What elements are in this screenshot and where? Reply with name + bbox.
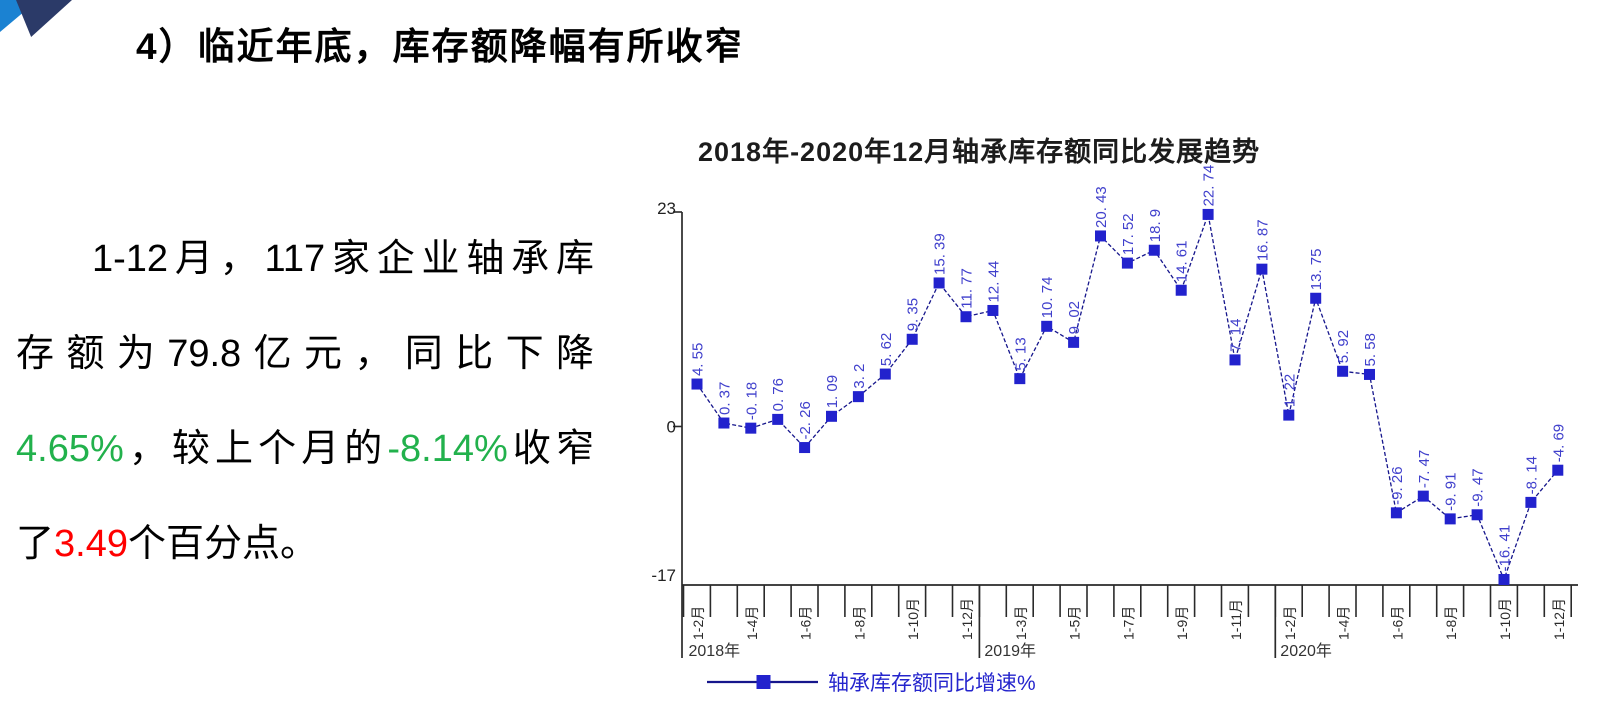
paragraph-line: 了3.49个百分点。: [16, 497, 594, 592]
svg-text:-9. 91: -9. 91: [1443, 473, 1460, 511]
svg-text:1-4月: 1-4月: [1336, 606, 1352, 640]
svg-text:1. 09: 1. 09: [824, 375, 841, 408]
legend-marker-icon: [756, 675, 771, 689]
svg-text:3. 2: 3. 2: [851, 364, 868, 389]
svg-text:1-7月: 1-7月: [1120, 606, 1136, 640]
logo-triangle-dark-icon: [16, 0, 72, 37]
svg-text:22. 74: 22. 74: [1201, 165, 1218, 207]
paragraph-line: 1-12月，117家企业轴承库: [16, 212, 594, 307]
legend: 轴承库存额同比增速%: [707, 672, 1036, 695]
svg-text:1-12月: 1-12月: [959, 598, 975, 640]
paragraph-text: 个百分点。: [127, 523, 318, 565]
svg-text:1. 22: 1. 22: [1281, 374, 1298, 407]
svg-text:1-6月: 1-6月: [798, 606, 814, 640]
svg-text:14. 61: 14. 61: [1174, 241, 1191, 283]
paragraph-text: 1-12月，117家企业轴承库: [92, 238, 594, 280]
svg-text:5. 13: 5. 13: [1012, 337, 1029, 370]
year-labels: 2018年 2019年 2020年: [689, 585, 1332, 660]
svg-text:1-6月: 1-6月: [1389, 606, 1405, 640]
svg-text:2019年: 2019年: [984, 642, 1036, 660]
svg-text:9. 02: 9. 02: [1066, 301, 1083, 334]
svg-text:-9. 26: -9. 26: [1389, 466, 1406, 504]
svg-text:9. 35: 9. 35: [905, 298, 922, 331]
svg-text:1-10月: 1-10月: [905, 598, 921, 640]
svg-text:10. 74: 10. 74: [1039, 277, 1056, 319]
legend-label: 轴承库存额同比增速%: [828, 672, 1036, 695]
svg-text:20. 43: 20. 43: [1093, 186, 1110, 228]
svg-text:16. 87: 16. 87: [1254, 219, 1271, 261]
svg-text:-7. 47: -7. 47: [1416, 450, 1433, 488]
svg-text:11. 77: 11. 77: [959, 268, 976, 309]
highlight-red-value: 3.49: [54, 523, 128, 565]
paragraph-text: 存额为79.8亿元，同比下降: [16, 333, 594, 375]
svg-text:1-3月: 1-3月: [1013, 606, 1029, 640]
svg-text:1-12月: 1-12月: [1551, 598, 1567, 640]
svg-text:12. 44: 12. 44: [985, 261, 1002, 303]
svg-text:18. 9: 18. 9: [1147, 209, 1164, 242]
svg-text:1-2月: 1-2月: [1282, 606, 1298, 640]
summary-paragraph: 1-12月，117家企业轴承库 存额为79.8亿元，同比下降 4.65%，较上个…: [16, 212, 594, 592]
y-axis-ticks: 23 0 -17: [651, 199, 682, 585]
svg-text:2020年: 2020年: [1280, 642, 1332, 660]
svg-text:-0. 18: -0. 18: [743, 382, 760, 420]
svg-text:-17: -17: [651, 566, 676, 585]
svg-text:13. 75: 13. 75: [1308, 249, 1325, 291]
chart-title: 2018年-2020年12月轴承库存额同比发展趋势: [698, 137, 1261, 167]
highlight-green-value: 4.65%: [16, 428, 124, 470]
svg-text:1-10月: 1-10月: [1497, 598, 1513, 640]
svg-text:1-8月: 1-8月: [851, 606, 867, 640]
svg-text:1-8月: 1-8月: [1443, 606, 1459, 640]
svg-text:0: 0: [667, 417, 676, 436]
svg-text:-9. 47: -9. 47: [1470, 468, 1487, 506]
svg-text:1-11月: 1-11月: [1228, 599, 1244, 640]
svg-text:15. 39: 15. 39: [932, 233, 949, 275]
x-tick-labels: 1-2月 1-4月 1-6月 1-8月 1-10月 1-12月 1-3月 1-5月 1-7月 1-…: [690, 598, 1567, 640]
svg-text:0. 76: 0. 76: [770, 378, 787, 411]
data-markers: [691, 208, 1564, 585]
paragraph-line: 4.65%，较上个月的-8.14%收窄: [16, 402, 594, 497]
svg-text:-16. 41: -16. 41: [1497, 525, 1514, 572]
svg-text:23: 23: [657, 199, 676, 218]
svg-text:7. 14: 7. 14: [1228, 319, 1245, 352]
svg-text:4. 55: 4. 55: [690, 343, 707, 376]
svg-text:-4. 69: -4. 69: [1550, 424, 1567, 462]
svg-text:17. 52: 17. 52: [1120, 213, 1137, 255]
data-labels: 4. 55 0. 37 -0. 18 0. 76 -2. 26 1. 09 3. 2 5. 6…: [690, 165, 1568, 572]
chart: 23 0 -17 1-2月 1-4月 1-6月 1-8月 1-10月 1-12月 1-3月 1-5月…: [600, 120, 1618, 726]
svg-text:1-9月: 1-9月: [1174, 606, 1190, 640]
svg-text:1-2月: 1-2月: [690, 606, 706, 640]
trend-chart-svg: 23 0 -17 1-2月 1-4月 1-6月 1-8月 1-10月 1-12月 1-3月 1-5月…: [651, 165, 1578, 695]
paragraph-text: ，较上个月的: [123, 428, 388, 470]
svg-text:5. 58: 5. 58: [1362, 333, 1379, 366]
svg-text:5. 62: 5. 62: [878, 333, 895, 366]
svg-text:-2. 26: -2. 26: [797, 401, 814, 439]
axes: [681, 212, 1578, 658]
paragraph-text: 收窄: [507, 428, 594, 470]
svg-text:1-5月: 1-5月: [1067, 606, 1083, 640]
highlight-green-value: -8.14%: [387, 428, 508, 470]
svg-text:0. 37: 0. 37: [716, 382, 733, 415]
section-title: 4）临近年底，库存额降幅有所收窄: [136, 26, 744, 67]
paragraph-line: 存额为79.8亿元，同比下降: [16, 307, 594, 402]
svg-text:1-4月: 1-4月: [744, 606, 760, 640]
paragraph-text: 了: [16, 523, 55, 565]
svg-text:-8. 14: -8. 14: [1523, 456, 1540, 494]
svg-text:5. 92: 5. 92: [1335, 330, 1352, 363]
x-axis-ticks: [682, 585, 1573, 617]
svg-text:2018年: 2018年: [689, 642, 741, 660]
